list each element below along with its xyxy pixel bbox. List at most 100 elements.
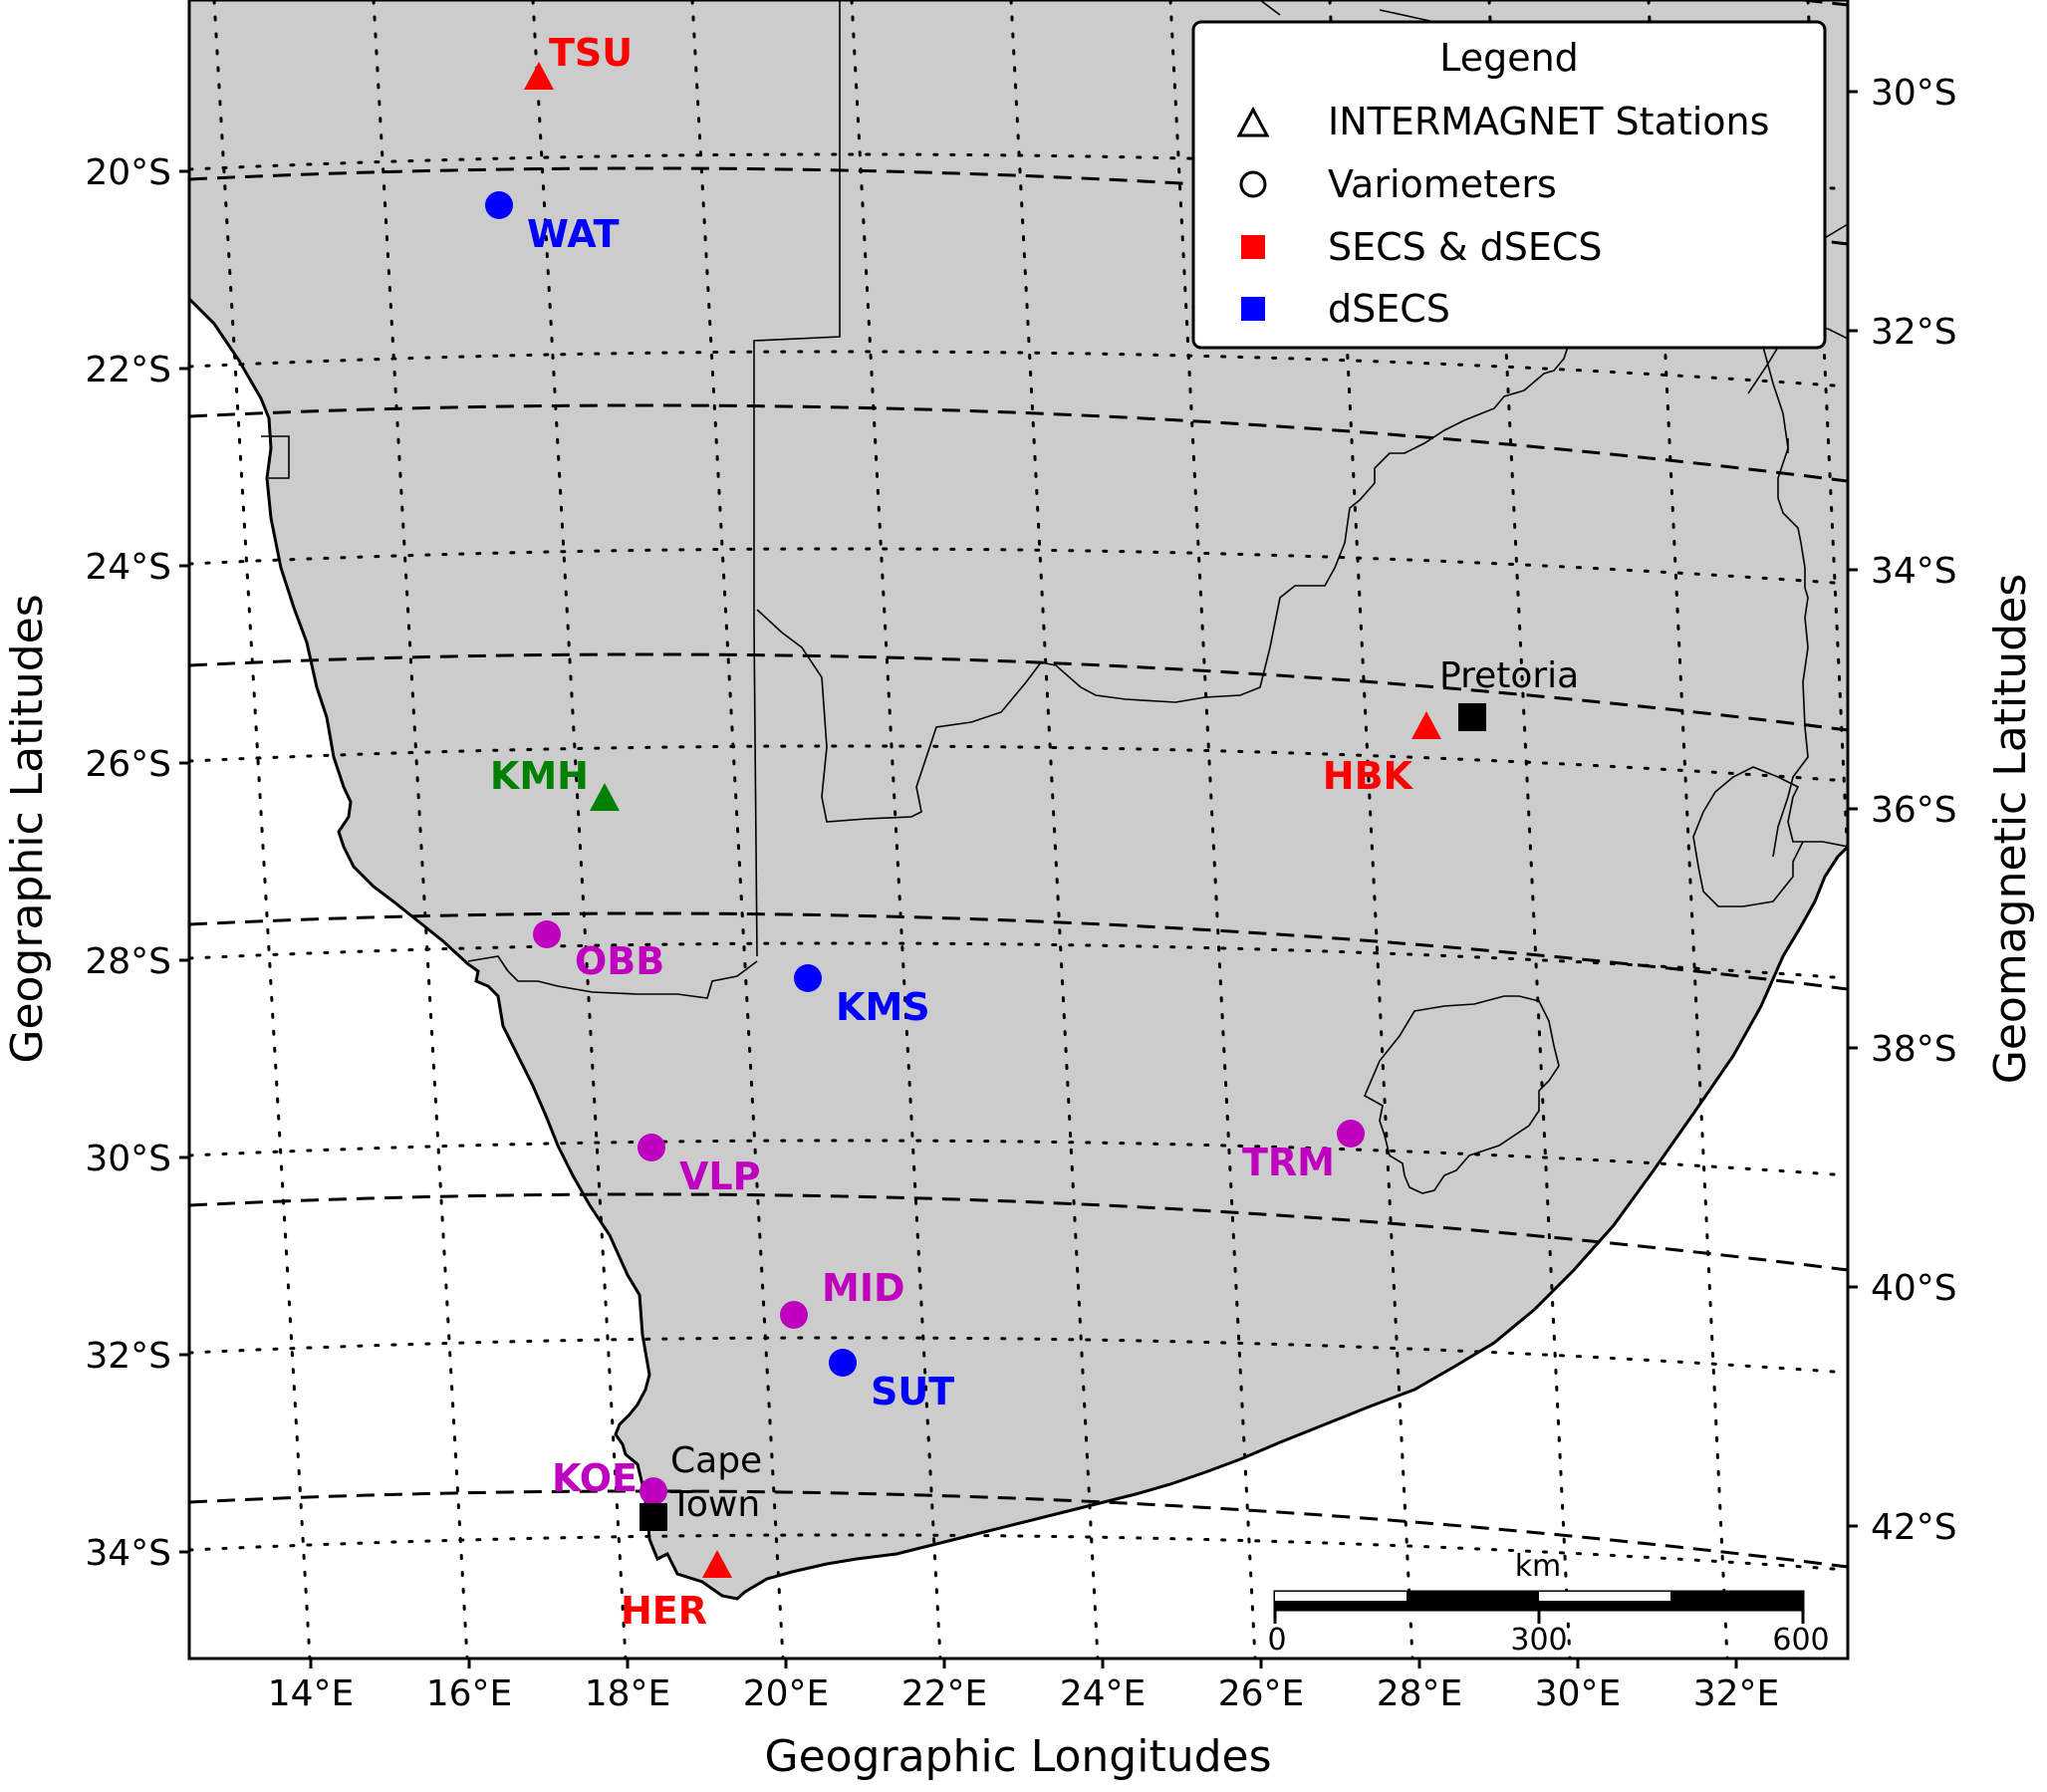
lon-tick-label: 18°E — [585, 1673, 671, 1714]
city-name-label: Town — [669, 1484, 760, 1525]
legend-red-square-icon — [1241, 235, 1265, 259]
scale-bar: km 0 300 600 — [1267, 1549, 1829, 1658]
scale-unit: km — [1515, 1549, 1562, 1584]
lat-tick-label: 28°S — [85, 941, 171, 982]
city-pretoria: Pretoria — [1439, 655, 1579, 731]
legend-title: Legend — [1439, 36, 1579, 80]
station-code-label: KMS — [836, 985, 930, 1029]
geomag-tick-label: 30°S — [1871, 73, 1957, 114]
station-kmh: KMH — [490, 754, 620, 811]
lat-tick-label: 32°S — [85, 1336, 171, 1377]
x-axis-label: Geographic Longitudes — [764, 1731, 1271, 1782]
lon-tick-label: 22°E — [901, 1673, 988, 1714]
station-marker-circle — [533, 920, 561, 948]
station-marker-triangle — [702, 1550, 732, 1578]
station-code-label: SUT — [871, 1370, 954, 1413]
legend-box — [1191, 20, 1827, 350]
lat-tick-label: 20°S — [85, 152, 171, 193]
lon-tick-label: 26°E — [1218, 1673, 1305, 1714]
station-marker-circle — [638, 1134, 665, 1161]
lat-tick-label: 26°S — [85, 744, 171, 785]
geographic-grid — [189, 0, 1848, 1659]
ticks-layer: 14°E 16°E 18°E 20°E 22°E 24°E 26°E 28°E 30°E 32°E… — [85, 73, 1956, 1714]
y-axis-left-label: Geographic Latitudes — [2, 594, 53, 1063]
station-obb: OBB — [533, 920, 664, 983]
geomag-tick-label: 42°S — [1871, 1507, 1957, 1548]
station-marker-circle — [829, 1349, 857, 1377]
station-code-label: KMH — [490, 754, 589, 798]
scale-label-600: 600 — [1772, 1623, 1829, 1658]
station-code-label: KOE — [552, 1456, 638, 1500]
lat-tick-label: 24°S — [85, 547, 171, 588]
station-mid: MID — [780, 1266, 905, 1329]
lon-tick-label: 16°E — [426, 1673, 513, 1714]
station-marker-circle — [1337, 1120, 1365, 1148]
station-marker-circle — [780, 1301, 808, 1329]
legend-item-label: dSECS — [1328, 287, 1450, 331]
legend-blue-square-icon — [1241, 297, 1265, 321]
land-southern-africa — [189, 0, 1848, 1601]
lon-tick-label: 14°E — [268, 1673, 355, 1714]
stations-layer: TSU WAT KMH HBK OBB KMS VLP TRM MID SUT KOE HER — [485, 31, 1441, 1633]
station-vlp: VLP — [638, 1134, 760, 1198]
scale-label-0: 0 — [1267, 1623, 1286, 1658]
geomag-tick-label: 36°S — [1871, 790, 1957, 831]
lon-tick-label: 24°E — [1060, 1673, 1147, 1714]
station-code-label: VLP — [679, 1154, 760, 1198]
station-trm: TRM — [1242, 1120, 1365, 1184]
station-sut: SUT — [829, 1349, 954, 1413]
lat-tick-label: 22°S — [85, 350, 171, 390]
legend-item-label: INTERMAGNET Stations — [1328, 100, 1769, 143]
lon-tick-label: 20°E — [743, 1673, 830, 1714]
station-kms: KMS — [794, 964, 930, 1029]
scale-bar-segment — [1275, 1601, 1407, 1610]
geomag-tick-label: 38°S — [1871, 1029, 1957, 1070]
station-her: HER — [621, 1550, 732, 1633]
station-marker-circle — [640, 1477, 667, 1505]
scale-bar-segment — [1407, 1592, 1539, 1610]
lon-tick-label: 32°E — [1693, 1673, 1780, 1714]
station-marker-circle — [794, 964, 822, 992]
geomag-tick-label: 34°S — [1871, 551, 1957, 592]
scale-bar-segment — [1539, 1592, 1670, 1601]
station-wat: WAT — [485, 191, 620, 256]
lat-tick-label: 30°S — [85, 1139, 171, 1179]
station-tsu: TSU — [524, 31, 633, 90]
city-marker-square — [1458, 703, 1486, 731]
station-code-label: MID — [822, 1266, 905, 1310]
y-axis-right-label: Geomagnetic Latitudes — [1985, 574, 2036, 1084]
station-code-label: TSU — [549, 31, 633, 75]
station-hbk: HBK — [1323, 711, 1441, 798]
station-code-label: OBB — [575, 939, 664, 983]
station-marker-circle — [485, 191, 513, 219]
city-marker-square — [640, 1503, 667, 1531]
legend-item-label: Variometers — [1328, 162, 1557, 206]
lon-tick-label: 28°E — [1377, 1673, 1463, 1714]
scale-bar-segment — [1539, 1601, 1670, 1610]
geomag-tick-label: 40°S — [1871, 1268, 1957, 1309]
lon-tick-label: 30°E — [1535, 1673, 1622, 1714]
station-code-label: HBK — [1323, 754, 1414, 798]
legend-circle-icon — [1239, 170, 1267, 198]
city-name-label: Cape — [670, 1440, 762, 1481]
scale-bar-segment — [1275, 1592, 1407, 1601]
lat-tick-label: 34°S — [85, 1533, 171, 1574]
legend: Legend INTERMAGNET Stations Variometers … — [1191, 20, 1827, 350]
legend-item-label: SECS & dSECS — [1328, 225, 1602, 269]
scale-label-300: 300 — [1510, 1623, 1567, 1658]
map-area: Legend INTERMAGNET Stations Variometers … — [189, 0, 1848, 1659]
scale-bar-segment — [1670, 1592, 1803, 1610]
station-marker-triangle — [524, 62, 554, 90]
station-marker-triangle — [590, 783, 620, 811]
map-frame — [187, 0, 1850, 1661]
station-code-label: TRM — [1242, 1141, 1335, 1184]
station-koe: KOE — [552, 1456, 667, 1505]
geomag-tick-label: 32°S — [1871, 312, 1957, 353]
station-code-label: WAT — [527, 212, 620, 256]
legend-triangle-icon — [1236, 106, 1270, 137]
city-name-label: Pretoria — [1439, 655, 1579, 696]
station-code-label: HER — [621, 1589, 707, 1633]
